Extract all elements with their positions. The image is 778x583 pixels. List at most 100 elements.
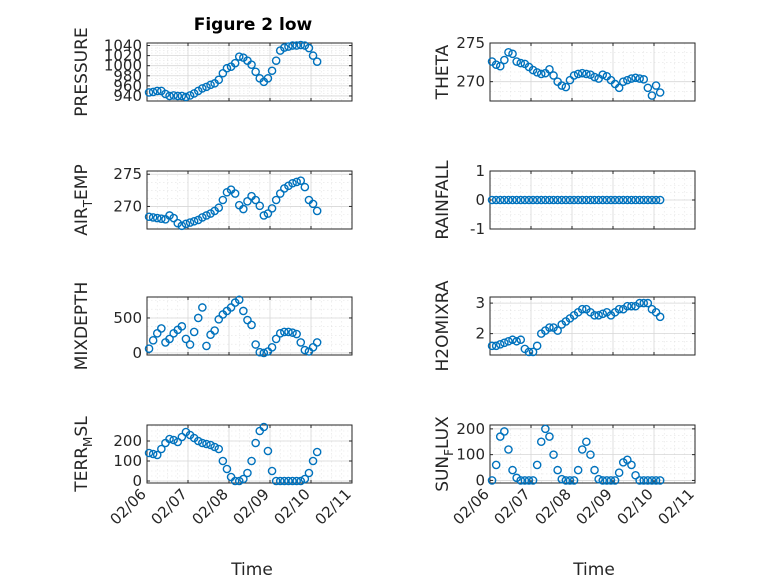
data-point [300, 474, 310, 484]
y-tick-label: 100 [113, 452, 142, 470]
data-point [177, 91, 187, 101]
data-point [627, 460, 636, 470]
subplot-sun_flux: 0 100 200SUNFLUX02/0602/0702/0802/0902/100… [433, 416, 698, 529]
data-point [300, 345, 310, 355]
y-tick-label: 270 [113, 197, 142, 215]
data-point [655, 476, 665, 485]
data-point [508, 49, 517, 59]
data-point [271, 195, 281, 205]
y-axis-label: RAINFALL [433, 160, 453, 240]
data-point [594, 311, 603, 320]
axes-frame [146, 424, 353, 484]
data-point [280, 327, 289, 337]
data-point [161, 89, 170, 99]
data-point [193, 313, 203, 323]
data-point [165, 91, 174, 101]
figure-title: Figure 2 low [194, 15, 313, 35]
axes-frame [489, 424, 696, 484]
data-point [516, 195, 526, 205]
data-point [553, 195, 562, 205]
data-point [631, 195, 640, 205]
data-point [516, 58, 526, 68]
data-point [500, 427, 509, 436]
data-point [144, 448, 154, 458]
data-point [651, 476, 661, 485]
data-point [651, 195, 661, 205]
data-point [569, 71, 579, 80]
x-tick-label: 02/10 [271, 485, 314, 528]
data-point [495, 340, 505, 349]
data-point [292, 41, 301, 50]
data-point [602, 476, 612, 485]
data-point [198, 213, 207, 222]
data-point [148, 336, 158, 345]
data-point [582, 69, 591, 79]
data-point [239, 306, 248, 316]
data-point [169, 91, 178, 100]
data-point [255, 347, 265, 357]
data-point [267, 466, 277, 476]
data-point [524, 195, 534, 205]
data-point [577, 445, 587, 454]
data-point [491, 460, 501, 470]
data-point [614, 195, 624, 205]
data-point [308, 199, 318, 209]
data-point [631, 73, 640, 83]
data-point [296, 338, 306, 347]
data-point [541, 195, 550, 205]
data-point [524, 347, 534, 357]
x-tick-label: 02/10 [614, 485, 657, 528]
data-point [284, 476, 293, 486]
data-point [528, 476, 538, 485]
subplot-rainfall: -1 0 1 RAINFALL [433, 160, 696, 240]
y-axis-label: SUNFLUX [433, 416, 456, 492]
data-point [198, 84, 207, 93]
data-point [635, 476, 644, 485]
data-point [165, 434, 174, 444]
data-point [177, 221, 187, 231]
data-point [487, 476, 497, 485]
y-tick-label: 980 [113, 67, 142, 85]
data-point [598, 309, 608, 319]
data-point [495, 61, 505, 71]
data-point [263, 74, 273, 83]
data-point [635, 298, 644, 308]
data-point [598, 476, 608, 485]
data-point [312, 338, 322, 347]
data-point [655, 88, 665, 97]
data-point [639, 195, 649, 205]
data-point [495, 195, 505, 205]
data-point [288, 476, 297, 486]
data-point [639, 476, 649, 485]
data-point [267, 66, 277, 76]
subplot-h2omixra: 2 3 H2OMIXRA [433, 280, 696, 372]
data-point [643, 195, 653, 205]
data-point [206, 80, 215, 90]
data-point [639, 75, 649, 84]
data-point [189, 327, 199, 337]
x-tick-label: 02/08 [189, 485, 232, 528]
data-point [181, 219, 191, 229]
data-point [647, 476, 657, 485]
data-point [557, 81, 567, 90]
data-point [243, 196, 252, 206]
y-tick-label: 940 [113, 87, 142, 105]
data-point [152, 450, 162, 460]
data-point [545, 323, 554, 332]
data-point [573, 195, 583, 205]
data-point [157, 444, 166, 454]
data-point [210, 442, 219, 452]
data-point [169, 213, 178, 223]
data-point [614, 83, 624, 93]
data-point [144, 344, 154, 354]
data-point [614, 304, 624, 314]
data-point [594, 195, 603, 205]
y-tick-label: 200 [113, 432, 142, 450]
data-point [561, 476, 571, 485]
data-point [577, 195, 587, 205]
data-point [259, 211, 269, 220]
data-point [541, 424, 550, 434]
data-point [590, 195, 599, 205]
